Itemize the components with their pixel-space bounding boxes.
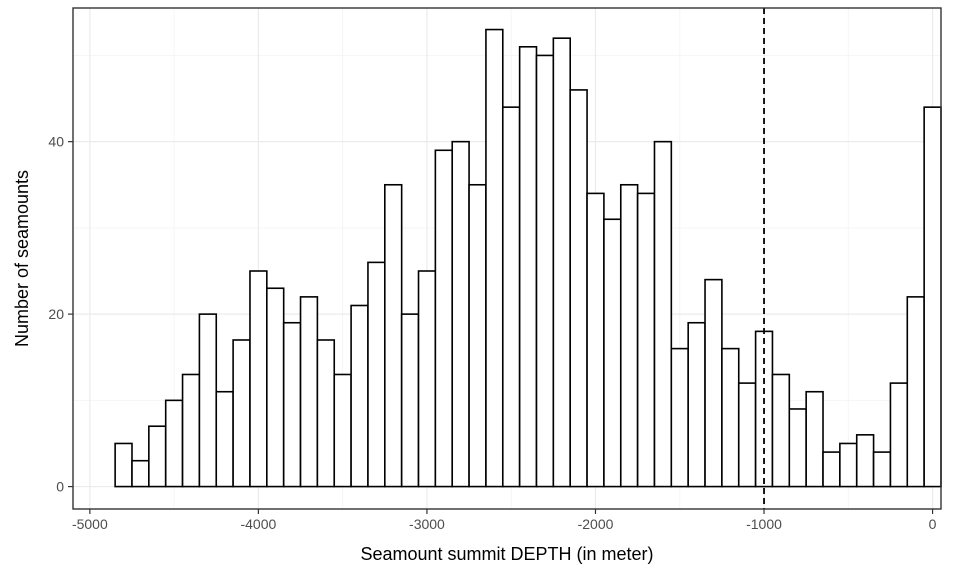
- histogram-bar: [148, 425, 167, 488]
- histogram-bar: [316, 339, 336, 488]
- histogram-bar: [552, 37, 572, 488]
- x-tick-label: -5000: [72, 516, 108, 532]
- y-tick-label: 40: [48, 134, 64, 150]
- histogram-bar: [215, 390, 234, 488]
- histogram-bar: [400, 313, 420, 488]
- histogram-bar: [468, 183, 487, 488]
- histogram-bar: [417, 270, 437, 488]
- panel-border: [72, 7, 942, 510]
- histogram-bar: [198, 313, 218, 488]
- x-axis-title: Seamount summit DEPTH (in meter): [360, 544, 653, 564]
- x-axis-ticks: -5000 -4000 -3000 -2000 -1000 0: [72, 509, 937, 532]
- histogram-bar: [114, 442, 133, 488]
- histogram-bar: [923, 106, 942, 488]
- histogram-bar: [569, 89, 588, 488]
- histogram-bar: [518, 46, 538, 488]
- histogram-bar: [451, 140, 470, 488]
- histogram-bar: [889, 382, 909, 488]
- histogram-bar: [670, 347, 689, 488]
- x-tick-label: -1000: [746, 516, 782, 532]
- histogram-bar: [636, 192, 656, 488]
- histogram-bar: [485, 28, 504, 488]
- histogram-bar: [872, 451, 892, 488]
- histogram-bar: [266, 287, 285, 488]
- histogram-bar: [788, 408, 807, 488]
- histogram-bar: [282, 321, 302, 488]
- histogram-bar: [232, 339, 251, 488]
- histogram-bar: [131, 459, 150, 488]
- histogram-bar: [855, 434, 875, 488]
- histogram-bar: [737, 382, 757, 488]
- histogram-bar: [181, 373, 201, 488]
- histogram-bar: [249, 270, 268, 488]
- histogram-bar: [535, 54, 555, 488]
- histogram-bar: [367, 261, 386, 488]
- x-tick-label: -3000: [409, 516, 445, 532]
- histogram-bar: [771, 373, 791, 488]
- histogram-bar: [586, 192, 605, 488]
- y-tick-label: 0: [56, 479, 64, 495]
- histogram-bar: [822, 451, 841, 488]
- histogram-bars: [114, 28, 942, 488]
- histogram-bar: [501, 106, 521, 488]
- histogram-bar: [434, 149, 454, 488]
- histogram-bar: [704, 278, 723, 488]
- histogram-bar: [653, 140, 673, 488]
- histogram-bar: [805, 390, 824, 488]
- histogram-bar: [384, 183, 403, 488]
- histogram-bar: [721, 347, 740, 488]
- histogram-bar: [350, 304, 369, 488]
- histogram-bar: [603, 218, 622, 488]
- histogram-bar: [164, 399, 184, 488]
- x-tick-label: -4000: [240, 516, 276, 532]
- x-tick-label: 0: [929, 516, 937, 532]
- histogram-bar: [619, 183, 639, 488]
- y-axis-title: Number of seamounts: [12, 170, 32, 347]
- x-tick-label: -2000: [578, 516, 614, 532]
- histogram-bar: [333, 373, 352, 488]
- y-axis-ticks: 0 20 40: [48, 134, 73, 495]
- histogram-bar: [687, 321, 706, 488]
- histogram-bar: [906, 296, 925, 488]
- histogram-bar: [299, 296, 319, 488]
- y-tick-label: 20: [48, 306, 64, 322]
- histogram-bar: [839, 442, 858, 488]
